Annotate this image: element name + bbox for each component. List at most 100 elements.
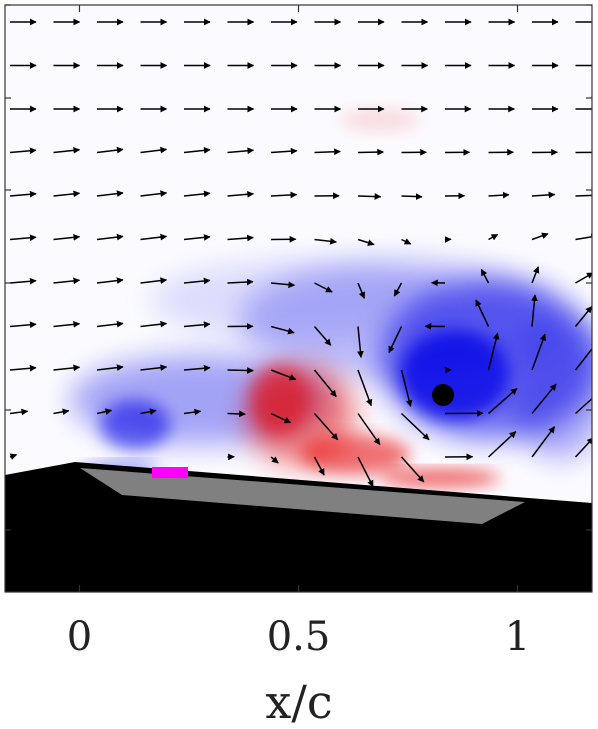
velocity-arrow: [270, 147, 298, 155]
velocity-arrow: [9, 147, 37, 155]
velocity-arrow: [270, 325, 295, 335]
velocity-arrow: [270, 281, 296, 289]
velocity-arrow: [400, 412, 430, 441]
velocity-arrow: [96, 320, 124, 328]
velocity-arrow: [227, 367, 254, 374]
velocity-arrow: [183, 321, 211, 329]
velocity-arrow: [488, 191, 510, 199]
vorticity-region: [150, 260, 450, 340]
velocity-arrow: [488, 233, 499, 241]
velocity-arrow: [314, 148, 341, 156]
velocity-arrow: [9, 321, 37, 329]
velocity-arrow: [475, 299, 490, 327]
velocity-arrow: [314, 237, 337, 245]
velocity-arrow: [574, 437, 592, 458]
velocity-arrow: [531, 232, 549, 241]
velocity-arrow: [140, 408, 157, 415]
velocity-arrow: [9, 364, 37, 372]
velocity-arrow: [531, 294, 538, 327]
velocity-arrow: [53, 190, 81, 198]
velocity-arrow: [400, 369, 413, 407]
velocity-arrow: [270, 456, 279, 464]
velocity-arrow: [183, 190, 211, 198]
velocity-arrow: [488, 387, 518, 415]
velocity-arrow: [140, 320, 168, 328]
velocity-arrow: [96, 408, 113, 415]
velocity-arrow: [531, 333, 547, 371]
velocity-arrow: [357, 326, 364, 358]
velocity-arrow: [357, 193, 382, 200]
velocity-arrow: [96, 277, 124, 284]
velocity-arrow: [227, 147, 255, 155]
velocity-arrow: [357, 456, 374, 488]
vorticity-region: [380, 469, 500, 487]
axis-ticks: [5, 4, 592, 592]
velocity-arrow: [270, 412, 292, 424]
velocity-arrow: [575, 272, 592, 284]
x-tick-labels: 0 0.5 1: [67, 614, 531, 660]
velocity-arrow: [53, 277, 81, 285]
velocity-arrow: [140, 190, 168, 197]
velocity-arrow: [270, 369, 297, 381]
velocity-arrow: [227, 278, 254, 286]
velocity-arrow: [183, 364, 211, 372]
velocity-arrow: [357, 413, 381, 446]
velocity-arrow: [357, 238, 375, 246]
velocity-arrow: [183, 408, 202, 416]
x-axis-label: x/c: [265, 675, 332, 729]
velocity-arrow: [53, 233, 81, 241]
velocity-arrow: [9, 277, 37, 285]
velocity-arrow: [531, 266, 540, 284]
velocity-arrow: [227, 190, 255, 198]
velocity-arrow: [487, 431, 517, 458]
velocity-arrow: [574, 397, 592, 415]
velocity-arrow: [575, 233, 592, 241]
velocity-arrow: [9, 234, 37, 242]
velocity-arrow: [574, 341, 592, 371]
x-tick-label: 1: [505, 614, 530, 660]
velocity-arrow: [357, 148, 384, 156]
velocity-arrow: [140, 364, 168, 372]
velocity-arrow: [531, 383, 557, 414]
velocity-arrow: [53, 364, 81, 372]
velocity-arrow: [313, 456, 325, 476]
airfoil-surface: [5, 384, 592, 592]
vorticity-region: [250, 365, 310, 435]
velocity-arrow: [183, 146, 211, 154]
velocity-arrow: [140, 277, 168, 284]
velocity-arrow: [401, 193, 423, 200]
velocity-arrow: [96, 190, 124, 197]
velocity-arrow: [96, 364, 124, 371]
x-tick-label: 0.5: [267, 614, 331, 660]
velocity-arrow: [53, 320, 81, 328]
velocity-arrow: [53, 408, 70, 416]
vorticity-region: [340, 108, 420, 132]
actuator-marker: [152, 467, 188, 478]
plot-area: [5, 5, 592, 592]
velocity-arrow: [531, 191, 556, 199]
velocity-arrow: [487, 332, 500, 371]
velocity-arrow: [9, 408, 29, 416]
x-tick-label: 0: [67, 614, 92, 660]
velocity-arrow: [140, 146, 168, 154]
velocity-arrow: [393, 282, 403, 297]
velocity-arrow: [183, 234, 211, 241]
velocity-arrow: [400, 456, 425, 483]
velocity-arrow: [388, 326, 403, 354]
velocity-arrow: [140, 233, 168, 241]
velocity-arrow: [357, 282, 366, 299]
velocity-vectors: [9, 18, 592, 488]
velocity-arrow: [227, 410, 246, 418]
velocity-arrow: [270, 191, 298, 199]
velocity-arrow: [531, 426, 556, 458]
velocity-arrow: [401, 238, 412, 245]
velocity-arrow: [314, 282, 333, 293]
velocity-arrow: [96, 233, 124, 241]
vorticity-region: [300, 435, 410, 475]
velocity-arrow: [227, 234, 254, 242]
velocity-arrow: [9, 453, 18, 460]
vorticity-region: [100, 400, 170, 450]
velocity-arrow: [53, 146, 81, 154]
velocity-arrow: [574, 305, 592, 327]
velocity-arrow: [313, 369, 337, 398]
